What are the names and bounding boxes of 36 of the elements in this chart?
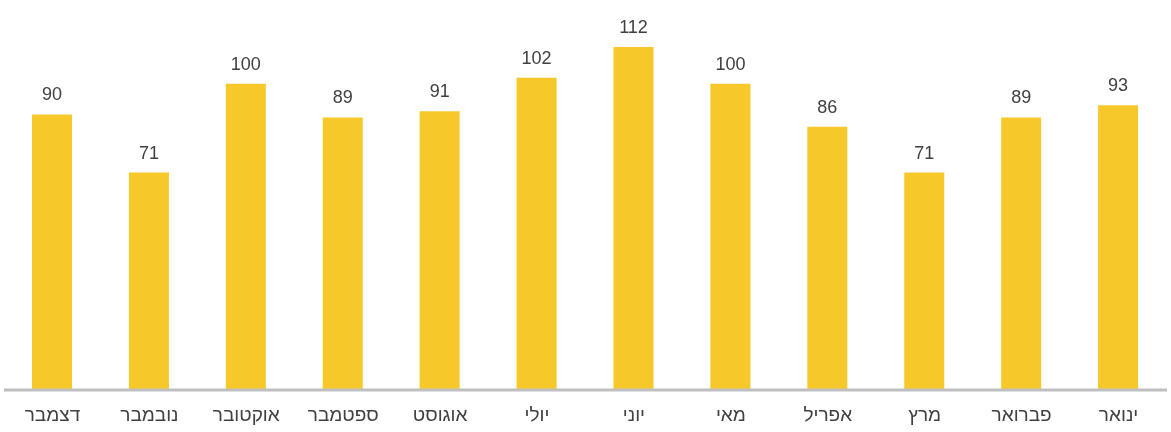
data-label: 100 [230,53,261,74]
x-tick-label: אוקטובר [212,404,280,426]
data-label: 71 [914,142,935,163]
x-tick-label: אוגוסט [412,404,468,426]
x-tick-label: ינואר [1098,404,1139,426]
data-label: 91 [429,81,450,102]
x-tick-label: פברואר [991,404,1052,426]
bar [1001,117,1042,390]
data-label: 112 [619,17,648,37]
data-label: 90 [41,84,63,105]
bar [516,77,557,390]
x-tick-label: יוני [622,404,646,426]
bar [322,117,363,390]
data-label: 93 [1108,75,1129,96]
bar [710,83,751,390]
data-label: 100 [715,53,746,74]
bar [32,114,72,390]
data-label: 86 [817,96,838,117]
x-tick-label: מרץ [908,404,942,426]
bar [225,83,266,390]
data-label: 89 [332,87,353,108]
data-label: 71 [138,142,159,163]
x-tick-label: אפריל [803,404,853,426]
data-label: 89 [1011,87,1032,108]
bar [419,111,460,390]
bar [807,126,848,390]
x-tick-label: ספטמבר [307,404,379,426]
bar [128,172,169,390]
bar [1098,105,1139,390]
x-tick-label: יולי [524,404,550,426]
x-tick-label: דצמבר [24,404,81,426]
data-label: 102 [521,47,552,68]
bar [613,47,654,390]
bar [904,172,945,390]
x-tick-label: מאי [715,404,746,426]
x-tick-label: נובמבר [120,404,179,426]
